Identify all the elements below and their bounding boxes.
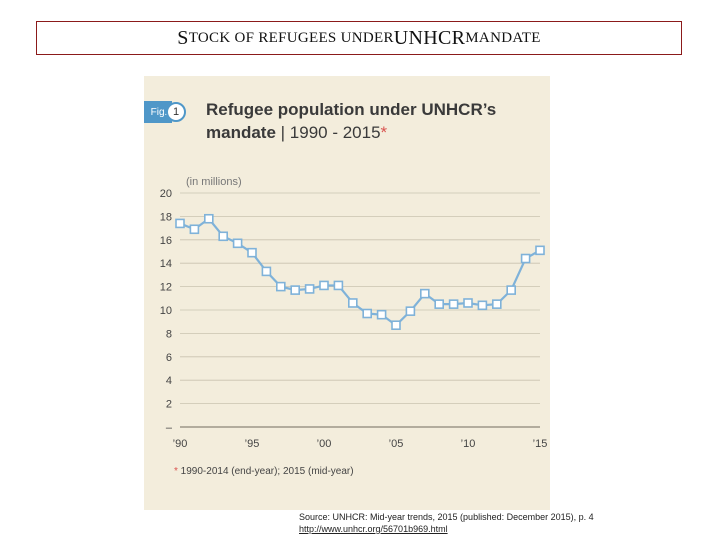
data-point-marker [434,299,445,309]
data-point-marker [477,300,488,311]
x-tick-label: ’15 [533,438,548,450]
y-tick-label: 14 [160,258,172,270]
chart-title: Refugee population under UNHCR’s mandate… [206,98,536,144]
slide-title: S TOCK OF REFUGEES UNDER UNHCR MANDATE [36,21,682,55]
data-point-marker [319,280,329,291]
data-point-marker [218,231,228,242]
chart-title-line2: mandate | 1990 - 2015* [206,121,536,144]
y-tick-label: 2 [166,399,172,411]
data-point-marker [232,238,243,249]
data-point-marker [247,247,257,258]
data-point-marker [276,281,286,292]
slide-title-part3: MANDATE [465,29,541,46]
y-tick-label: 12 [160,282,172,294]
data-point-marker [304,284,315,294]
y-tick-label: 20 [160,188,172,200]
data-point-marker [520,253,531,264]
chart-title-star: * [380,123,388,142]
data-point-marker [463,298,473,308]
data-point-marker [290,285,300,295]
data-point-marker [261,266,272,277]
chart-title-years: | 1990 - 2015 [275,123,381,142]
y-tick-label: 10 [160,305,172,317]
figure-panel: Fig. 1 Refugee population under UNHCR’s … [144,76,550,510]
data-point-marker [405,306,416,316]
x-tick-label: ’10 [461,438,476,450]
data-point-marker [535,245,545,256]
source-text: Source: UNHCR: Mid-year trends, 2015 (pu… [299,512,594,522]
y-tick-label: 8 [166,328,172,340]
data-point-marker [506,285,517,295]
data-point-marker [189,224,200,235]
figure-label: Fig. [144,101,172,123]
data-point-marker [333,280,344,291]
source-link[interactable]: http://www.unhcr.org/56701b969.html [299,524,448,534]
slide-title-initial: S [177,26,189,49]
figure-number: 1 [166,102,186,122]
chart-title-line1: Refugee population under UNHCR’s [206,100,497,119]
y-axis-unit-label: (in millions) [186,176,242,188]
data-point-marker [175,218,185,229]
figure-badge: Fig. 1 [144,100,188,124]
source-citation: Source: UNHCR: Mid-year trends, 2015 (pu… [299,511,594,535]
slide-title-part2: UNHCR [393,26,466,49]
x-tick-label: ’05 [389,438,404,450]
data-point-marker [419,288,430,299]
footnote-star: * [174,466,178,477]
footnote-text: 1990-2014 (end-year); 2015 (mid-year) [177,466,354,477]
data-point-marker [203,213,214,224]
line-chart: – 2 4 6 8 10 12 14 16 18 20 ’90 ’95 ’00 ’05 ’10 ’15 [160,188,548,450]
data-point-marker [448,299,459,309]
x-tick-label: ’00 [317,438,332,450]
data-point-marker [348,298,358,308]
y-tick-label: – [166,422,173,434]
chart-footnote: * 1990-2014 (end-year); 2015 (mid-year) [174,466,354,477]
y-tick-label: 16 [160,235,172,247]
x-tick-label: ’95 [245,438,260,450]
data-point-marker [376,309,387,320]
data-point-marker [491,299,502,309]
data-point-marker [391,320,401,331]
slide-title-part1: TOCK OF REFUGEES UNDER [188,29,394,46]
data-point-marker [362,308,372,319]
y-tick-label: 18 [160,211,172,223]
x-tick-label: ’90 [173,438,188,450]
y-tick-label: 6 [166,352,172,364]
chart-title-bold: mandate [206,123,276,142]
y-tick-label: 4 [166,375,172,387]
